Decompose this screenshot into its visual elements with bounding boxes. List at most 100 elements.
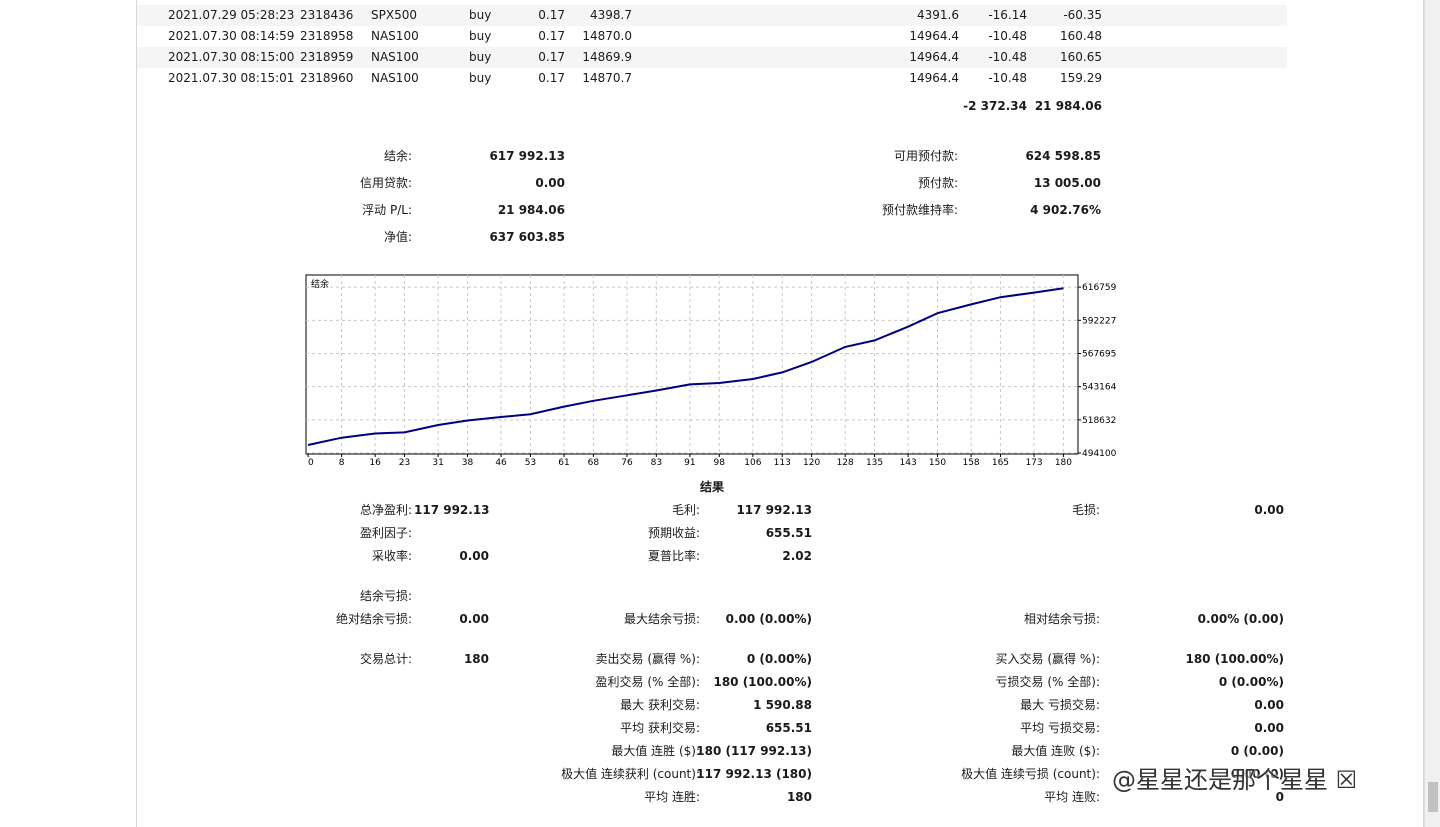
x-tick-label: 46 [495,458,507,468]
loss-trades-value: 0 (0.00%) [1218,675,1284,689]
max-cons-loss-value: 0.00 (0) [1230,767,1284,781]
swap-cell: -10.48 [988,29,1027,43]
gross-profit-label: 毛利: [671,503,700,517]
profit-trades-value: 180 (100.00%) [713,675,812,689]
avg-loss-label: 平均 亏损交易: [1020,721,1100,735]
table-row[interactable]: 2021.07.30 08:15:00 2318959 NAS100 buy 0… [137,47,1287,68]
total-trades-value: 180 [463,652,489,666]
abs-drawdown-label: 绝对结余亏损: [335,612,412,626]
right-divider [1423,0,1424,827]
x-tick-label: 61 [558,458,569,468]
recovery-label: 采收率: [371,549,412,563]
y-tick-label: 616759 [1082,283,1117,293]
margin-label: 预付款: [917,176,958,190]
table-row[interactable]: 2021.07.30 08:15:01 2318960 NAS100 buy 0… [137,68,1287,89]
balance-value: 617 992.13 [489,149,565,163]
abs-drawdown-value: 0.00 [459,612,489,626]
max-losses-value: 0 (0.00) [1230,744,1284,758]
gross-loss-value: 0.00 [1254,503,1284,517]
avg-profit-label: 平均 获利交易: [620,721,700,735]
x-tick-label: 31 [432,458,443,468]
recovery-value: 0.00 [459,549,489,563]
open-price-cell: 14869.9 [582,50,632,64]
ticket-cell: 2318958 [300,29,354,43]
profit-cell: 160.65 [1060,50,1102,64]
left-divider [136,0,137,827]
max-wins-value: 180 (117 992.13) [696,744,812,758]
time-cell: 2021.07.30 08:15:01 [168,71,295,85]
open-price-cell: 14870.0 [582,29,632,43]
swap-cell: -16.14 [988,8,1027,22]
x-tick-label: 128 [837,458,854,468]
type-cell: buy [469,71,492,85]
x-tick-label: 173 [1025,458,1042,468]
swap-cell: -10.48 [988,71,1027,85]
profit-cell: 159.29 [1060,71,1102,85]
chart-title: 结余 [311,278,329,290]
max-wins-label: 最大值 连胜 ($): [611,744,700,758]
x-tick-label: 91 [684,458,695,468]
largest-profit-label: 最大 获利交易: [620,698,700,712]
close-price-cell: 14964.4 [909,71,959,85]
x-tick-label: 158 [962,458,979,468]
open-price-cell: 14870.7 [582,71,632,85]
avg-losses-label: 平均 连败: [1044,790,1100,804]
ticket-cell: 2318960 [300,71,354,85]
expected-payoff-label: 预期收益: [647,526,700,540]
drawdown-label: 结余亏损: [359,589,412,603]
volume-cell: 0.17 [538,8,565,22]
scrollbar-thumb[interactable] [1428,782,1438,812]
free-margin-value: 624 598.85 [1025,149,1101,163]
close-price-cell: 14964.4 [909,50,959,64]
total-profit: 21 984.06 [1034,99,1102,113]
net-profit-label: 总净盈利: [359,503,412,517]
x-tick-label: 53 [525,458,536,468]
short-trades-value: 0 (0.00%) [746,652,812,666]
margin-level-label: 预付款维持率: [881,203,958,217]
y-tick-label: 592227 [1082,316,1116,326]
totals-row: -2 372.34 21 984.06 [137,96,1287,117]
chart-frame [305,274,1079,455]
swap-cell: -10.48 [988,50,1027,64]
symbol-cell: NAS100 [371,50,419,64]
avg-wins-label: 平均 连胜: [644,790,700,804]
x-tick-label: 150 [929,458,946,468]
total-trades-label: 交易总计: [359,652,412,666]
y-tick-label: 518632 [1082,416,1116,426]
y-axis: 494100 518632 543164 567695 592227 616759 [1078,283,1117,459]
close-price-cell: 4391.6 [917,8,959,22]
y-tick-label: 543164 [1082,383,1117,393]
x-tick-label: 0 [308,458,314,468]
equity-value: 637 603.85 [489,230,565,244]
short-trades-label: 卖出交易 (赢得 %): [595,652,700,666]
margin-value: 13 005.00 [1033,176,1101,190]
profit-cell: 160.48 [1060,29,1102,43]
table-row[interactable]: 2021.07.30 08:14:59 2318958 NAS100 buy 0… [137,26,1287,47]
x-tick-label: 180 [1055,458,1072,468]
avg-wins-value: 180 [786,790,812,804]
vertical-scrollbar[interactable] [1424,0,1440,827]
max-drawdown-value: 0.00 (0.00%) [725,612,812,626]
time-cell: 2021.07.29 05:28:23 [168,8,295,22]
x-tick-label: 135 [866,458,883,468]
x-axis: 0 8 16 23 31 38 46 53 61 68 76 83 91 98 106 113 120 128 13… [307,454,1072,468]
x-tick-label: 16 [369,458,381,468]
y-tick-label: 567695 [1082,349,1116,359]
floating-pl-label: 浮动 P/L: [362,203,412,217]
results-title: 结果 [699,480,724,494]
time-cell: 2021.07.30 08:14:59 [168,29,295,43]
x-tick-label: 76 [621,458,633,468]
x-tick-label: 68 [588,458,600,468]
long-trades-label: 买入交易 (赢得 %): [995,652,1100,666]
avg-profit-value: 655.51 [765,721,812,735]
symbol-cell: SPX500 [371,8,417,22]
largest-loss-value: 0.00 [1254,698,1284,712]
x-tick-label: 143 [900,458,917,468]
total-swap: -2 372.34 [963,99,1027,113]
volume-cell: 0.17 [538,50,565,64]
long-trades-value: 180 (100.00%) [1185,652,1284,666]
table-row[interactable]: 2021.07.29 05:28:23 2318436 SPX500 buy 0… [137,5,1287,26]
max-drawdown-label: 最大结余亏损: [623,612,700,626]
loss-trades-label: 亏损交易 (% 全部): [995,675,1100,689]
x-tick-label: 120 [803,458,820,468]
